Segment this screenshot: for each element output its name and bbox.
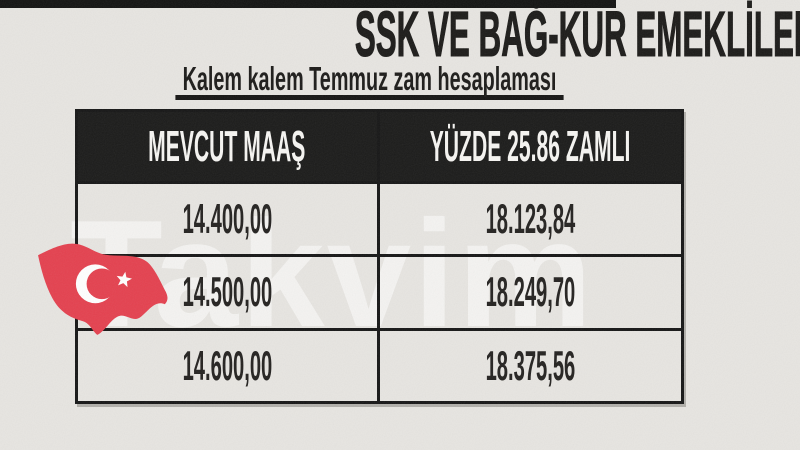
turkish-flag-icon [38, 243, 168, 335]
table-header-current-salary: MEVCUT MAAŞ [78, 112, 380, 181]
page-title-text: SSK VE BAĞ-KUR EMEKLİLERİ NE ALACAK? [354, 0, 800, 70]
top-edge-strip [0, 0, 616, 8]
page-subtitle-text: Kalem kalem Temmuz zam hesaplaması [175, 62, 565, 100]
table-row-3-raised: 18.375,56 [379, 327, 681, 401]
table-row-1-raised: 18.123,84 [379, 181, 681, 254]
table-row-2-raised: 18.249,70 [379, 254, 681, 327]
page-subtitle: Kalem kalem Temmuz zam hesaplaması [0, 62, 740, 101]
table-header-raised-salary: YÜZDE 25.86 ZAMLI [379, 112, 681, 181]
